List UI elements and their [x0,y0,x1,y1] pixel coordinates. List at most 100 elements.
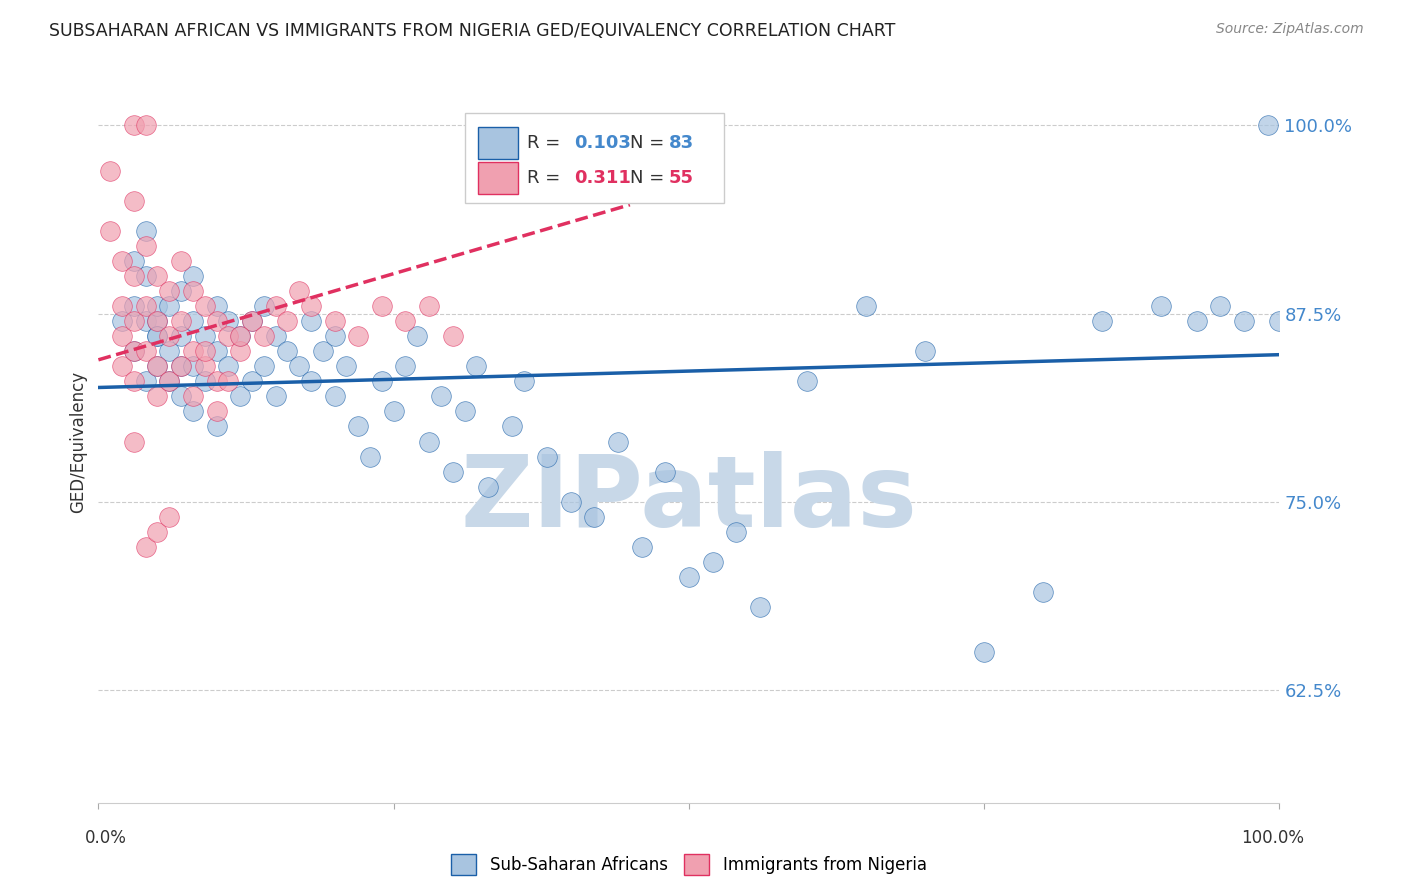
Point [371,299,394,313]
Point [122,268,145,283]
Point [406,329,429,343]
Point [157,375,180,389]
Point [181,404,204,418]
Point [323,314,346,328]
Point [394,314,416,328]
Point [170,254,193,268]
FancyBboxPatch shape [478,128,517,159]
Point [441,329,464,343]
Point [973,645,995,659]
Point [382,404,405,418]
Point [536,450,558,464]
Point [146,329,169,343]
Text: R =: R = [527,134,567,153]
Point [276,344,298,359]
Text: 0.103: 0.103 [575,134,631,153]
Point [229,389,252,403]
Y-axis label: GED/Equivalency: GED/Equivalency [69,370,87,513]
Point [146,329,169,343]
Point [146,268,169,283]
Point [441,465,464,479]
Point [240,314,263,328]
Point [111,314,134,328]
Point [335,359,357,374]
Point [170,359,193,374]
Point [299,314,322,328]
Point [135,224,157,238]
Point [194,329,217,343]
Point [725,524,748,539]
Point [122,375,145,389]
Point [347,419,370,434]
Point [501,419,523,434]
Point [170,329,193,343]
Point [253,299,276,313]
Text: R =: R = [527,169,567,186]
Point [170,314,193,328]
Point [560,495,582,509]
Text: 100.0%: 100.0% [1241,829,1303,847]
Point [264,299,287,313]
Point [181,284,204,298]
Point [253,329,276,343]
Point [157,509,180,524]
Point [122,194,145,208]
Point [217,314,239,328]
Point [465,359,488,374]
Point [371,375,394,389]
Point [181,268,204,283]
Point [135,239,157,253]
Point [205,375,228,389]
Point [654,465,676,479]
Point [430,389,453,403]
Point [135,299,157,313]
Point [583,509,606,524]
Point [229,329,252,343]
Text: 0.311: 0.311 [575,169,631,186]
Point [194,344,217,359]
Point [1209,299,1232,313]
Point [678,570,700,584]
FancyBboxPatch shape [478,162,517,194]
Point [135,540,157,554]
Point [122,434,145,449]
Point [477,480,499,494]
Point [181,389,204,403]
Point [146,314,169,328]
Point [111,299,134,313]
Point [157,375,180,389]
Point [122,119,145,133]
Point [122,344,145,359]
Point [276,314,298,328]
Text: 55: 55 [669,169,695,186]
Point [359,450,381,464]
Point [607,434,630,449]
Point [1185,314,1208,328]
Point [323,389,346,403]
Point [170,389,193,403]
Point [157,284,180,298]
Point [288,359,311,374]
Point [146,314,169,328]
Point [512,375,534,389]
Point [111,359,134,374]
Point [135,119,157,133]
Point [702,555,724,569]
Point [418,434,440,449]
Point [170,359,193,374]
Point [146,299,169,313]
Point [205,404,228,418]
Point [98,163,121,178]
Point [205,314,228,328]
Point [111,329,134,343]
Point [194,375,217,389]
Point [135,268,157,283]
Point [1091,314,1114,328]
Point [240,375,263,389]
Point [146,359,169,374]
Point [205,344,228,359]
Point [146,359,169,374]
Point [181,314,204,328]
Point [157,329,180,343]
Point [1257,119,1279,133]
